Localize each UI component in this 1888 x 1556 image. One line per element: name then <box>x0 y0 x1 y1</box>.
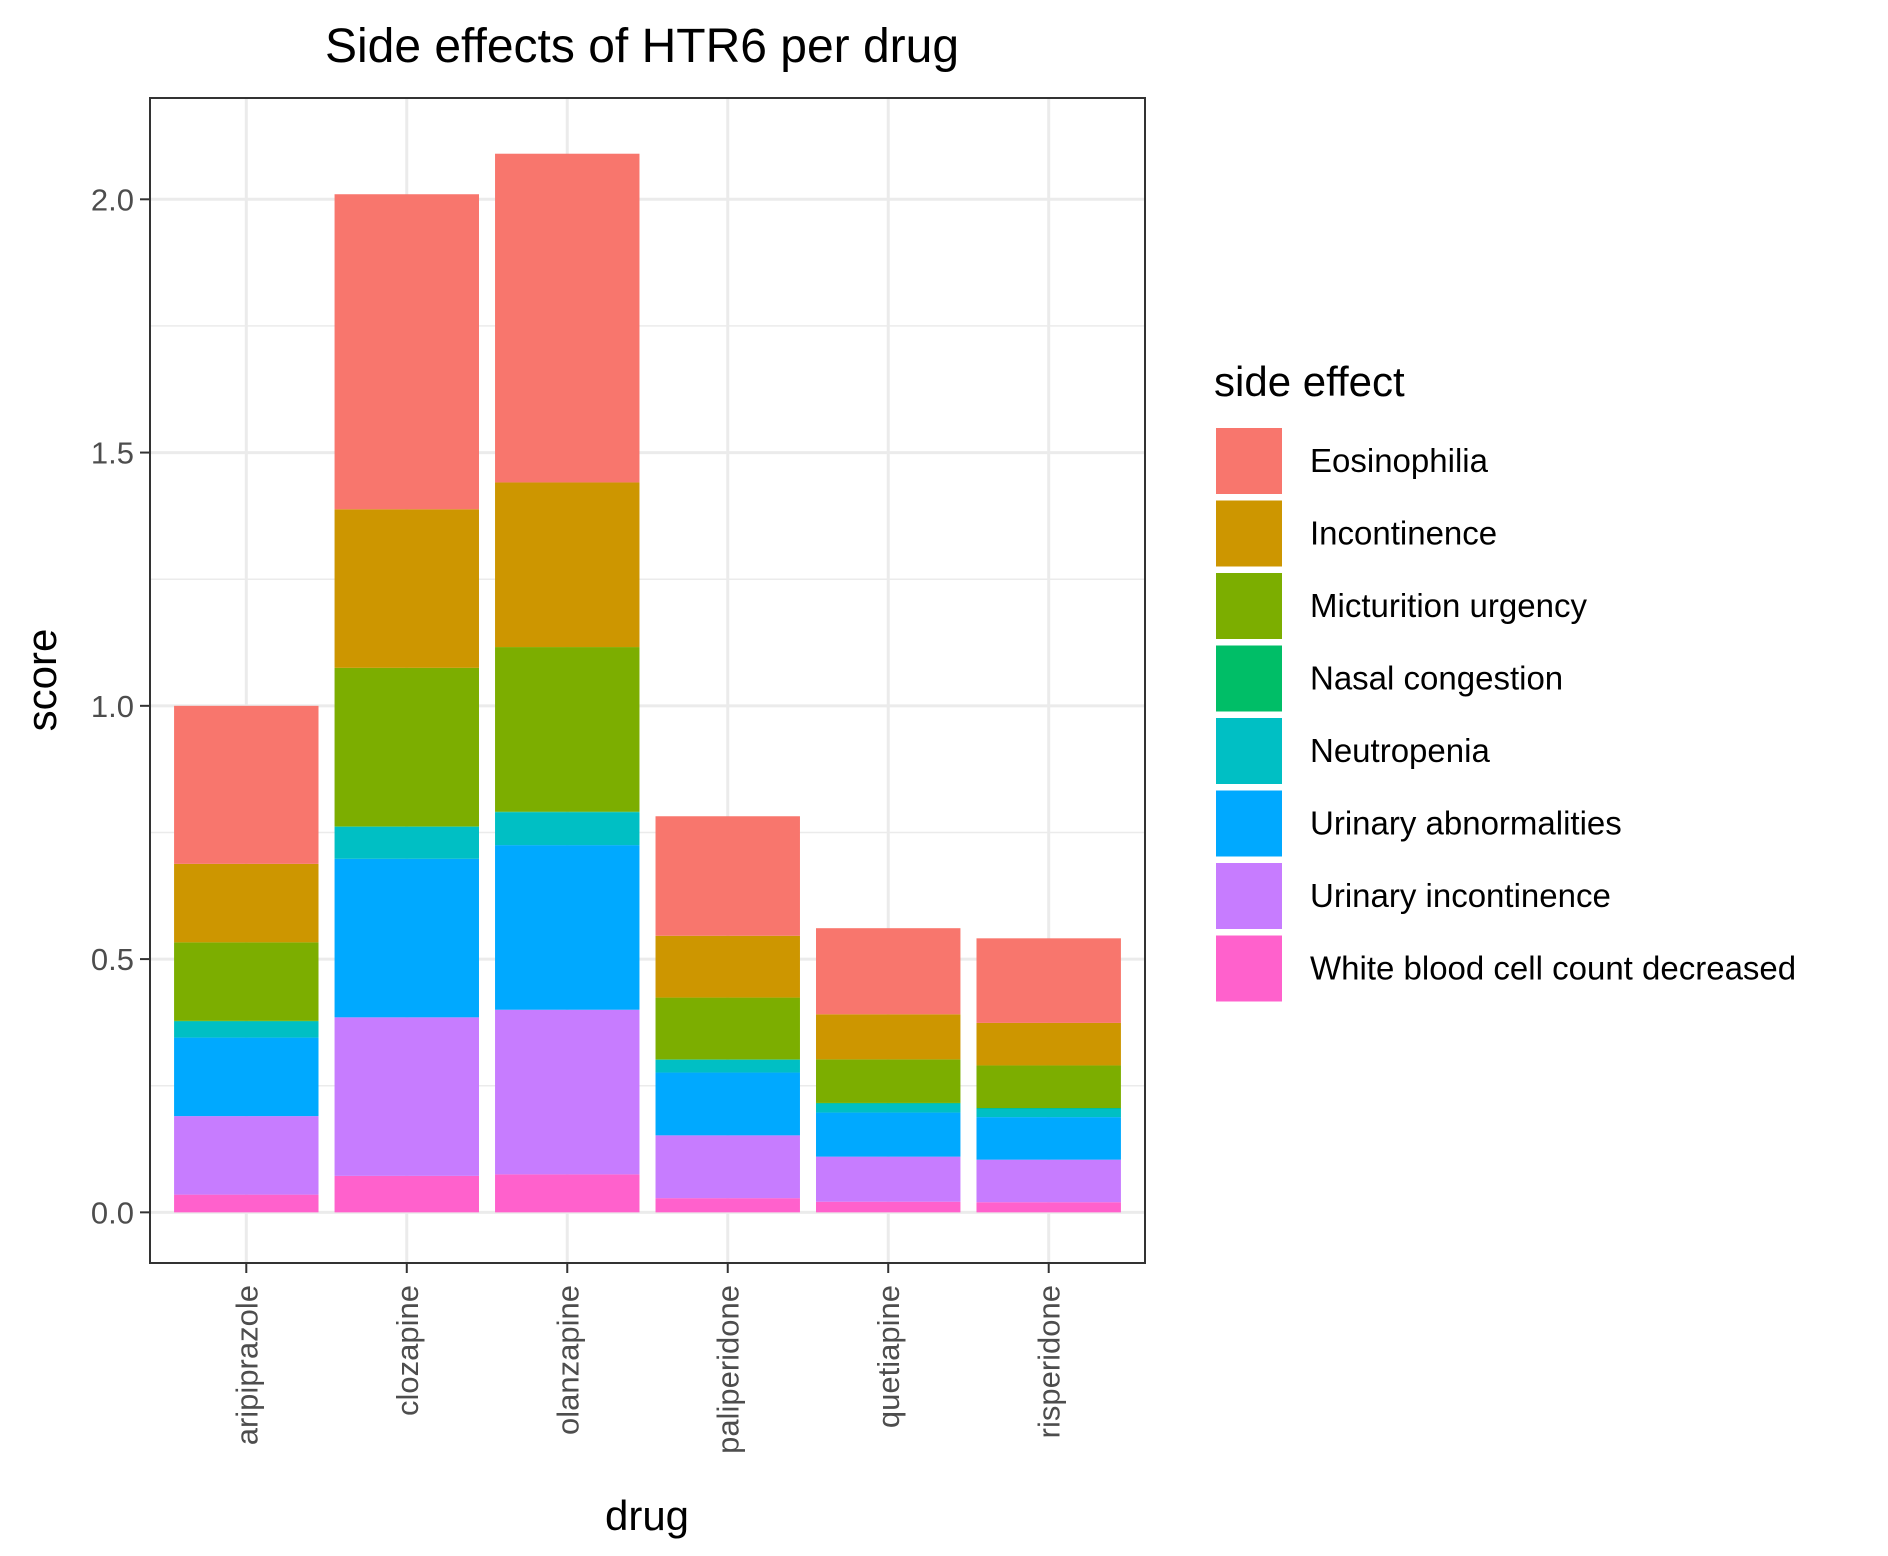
legend-item: Incontinence <box>1216 500 1497 567</box>
y-tick-label: 0.5 <box>91 942 134 977</box>
legend-key <box>1216 863 1282 929</box>
legend-label: Nasal congestion <box>1310 660 1563 697</box>
bar-segment <box>334 1175 479 1213</box>
bar-segment <box>816 1201 961 1213</box>
legend-item: Micturition urgency <box>1216 573 1587 639</box>
legend-item: White blood cell count decreased <box>1216 935 1796 1002</box>
bar-segment <box>495 153 640 483</box>
bar-segment <box>655 997 800 1060</box>
bar-segment <box>816 1156 961 1202</box>
bar-segment <box>495 482 640 648</box>
bar-segment <box>495 812 640 846</box>
bar-segment <box>334 667 479 827</box>
bar-segment <box>334 1017 479 1176</box>
bar-segment <box>174 1194 319 1213</box>
y-axis: 0.0 0.5 1.0 1.5 2.0 <box>91 182 150 1230</box>
legend: side effect Eosinophilia Incontinence Mict… <box>1214 358 1796 1002</box>
bar-segment <box>655 1059 800 1073</box>
legend-label: Eosinophilia <box>1310 442 1489 479</box>
bar-segment <box>495 1009 640 1175</box>
bar-segment <box>816 1059 961 1103</box>
legend-item: Neutropenia <box>1216 718 1490 784</box>
bar-segment <box>334 194 479 510</box>
legend-label: Neutropenia <box>1310 732 1490 769</box>
y-tick-label: 1.0 <box>91 689 134 724</box>
bar-segment <box>174 705 319 864</box>
x-axis-label: drug <box>605 1492 689 1539</box>
x-axis: aripiprazole clozapine olanzapine paliperid… <box>229 1263 1067 1454</box>
plot-border <box>149 97 1146 1264</box>
bar-segment <box>655 1059 800 1060</box>
legend-item: Urinary incontinence <box>1216 863 1611 929</box>
legend-item: Eosinophilia <box>1216 428 1489 494</box>
bar-segment <box>174 1020 319 1022</box>
legend-key <box>1216 573 1282 639</box>
bar-segment <box>495 845 640 1010</box>
bars <box>174 153 1121 1213</box>
bar-segment <box>334 826 479 859</box>
bar-segment <box>816 928 961 1015</box>
legend-key <box>1216 718 1282 784</box>
bar-segment <box>174 1116 319 1195</box>
bar-segment <box>816 1102 961 1104</box>
bar-segment <box>334 826 479 827</box>
legend-label: Incontinence <box>1310 515 1497 552</box>
bar-segment <box>976 1117 1121 1160</box>
y-axis-label: score <box>18 629 65 732</box>
legend-key <box>1216 935 1282 1002</box>
bar-segment <box>174 942 319 1021</box>
bar-segment <box>976 1065 1121 1109</box>
legend-label: White blood cell count decreased <box>1310 950 1796 987</box>
legend-item: Nasal congestion <box>1216 645 1563 712</box>
bar-segment <box>976 1159 1121 1203</box>
x-tick-label: risperidone <box>1032 1285 1067 1438</box>
legend-label: Urinary abnormalities <box>1310 805 1622 842</box>
legend-label: Micturition urgency <box>1310 587 1587 624</box>
bar-segment <box>816 1112 961 1157</box>
bar-segment <box>976 1022 1121 1066</box>
bar-segment <box>816 1103 961 1113</box>
legend-key <box>1216 645 1282 712</box>
bar-segment <box>816 1014 961 1060</box>
legend-title: side effect <box>1214 358 1405 405</box>
y-tick-label: 1.5 <box>91 436 134 471</box>
bar-segment <box>174 863 319 943</box>
bar-segment <box>174 1021 319 1038</box>
bar-segment <box>334 858 479 1018</box>
bar-segment <box>655 1072 800 1136</box>
legend-key <box>1216 790 1282 857</box>
bar-segment <box>976 1202 1121 1213</box>
bar-segment <box>495 1174 640 1213</box>
legend-label: Urinary incontinence <box>1310 877 1611 914</box>
bar-segment <box>655 935 800 998</box>
chart-title: Side effects of HTR6 per drug <box>325 20 959 73</box>
bar-segment <box>174 1037 319 1117</box>
y-tick-label: 2.0 <box>91 182 134 217</box>
y-tick-label: 0.0 <box>91 1195 134 1230</box>
bar-segment <box>976 938 1121 1023</box>
x-tick-label: aripiprazole <box>229 1285 264 1445</box>
bar-segment <box>334 509 479 668</box>
x-tick-label: paliperidone <box>711 1285 746 1454</box>
bar-segment <box>976 1108 1121 1118</box>
bar-segment <box>655 1198 800 1213</box>
bar-segment <box>655 816 800 936</box>
legend-key <box>1216 500 1282 567</box>
bar-segment <box>655 1135 800 1199</box>
x-tick-label: quetiapine <box>871 1285 906 1428</box>
x-tick-label: clozapine <box>390 1285 425 1416</box>
legend-items: Eosinophilia Incontinence Micturition urge… <box>1216 428 1796 1002</box>
x-tick-label: olanzapine <box>550 1285 585 1435</box>
legend-key <box>1216 428 1282 494</box>
legend-item: Urinary abnormalities <box>1216 790 1622 857</box>
bar-segment <box>495 647 640 812</box>
bar-segment <box>495 811 640 813</box>
bar-segment <box>976 1108 1121 1109</box>
